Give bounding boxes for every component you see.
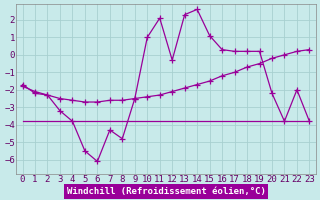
- X-axis label: Windchill (Refroidissement éolien,°C): Windchill (Refroidissement éolien,°C): [67, 187, 265, 196]
